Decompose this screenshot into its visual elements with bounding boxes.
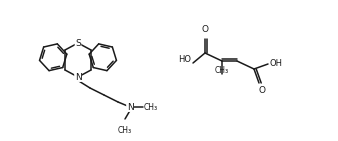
Text: N: N xyxy=(75,72,81,81)
Text: O: O xyxy=(201,25,209,34)
Text: HO: HO xyxy=(178,55,191,64)
Text: CH₃: CH₃ xyxy=(118,126,132,135)
Text: S: S xyxy=(75,38,81,48)
Text: OH: OH xyxy=(270,59,283,68)
Text: O: O xyxy=(259,86,266,95)
Text: N: N xyxy=(127,103,134,112)
Text: CH₃: CH₃ xyxy=(215,66,229,75)
Text: CH₃: CH₃ xyxy=(144,103,158,112)
